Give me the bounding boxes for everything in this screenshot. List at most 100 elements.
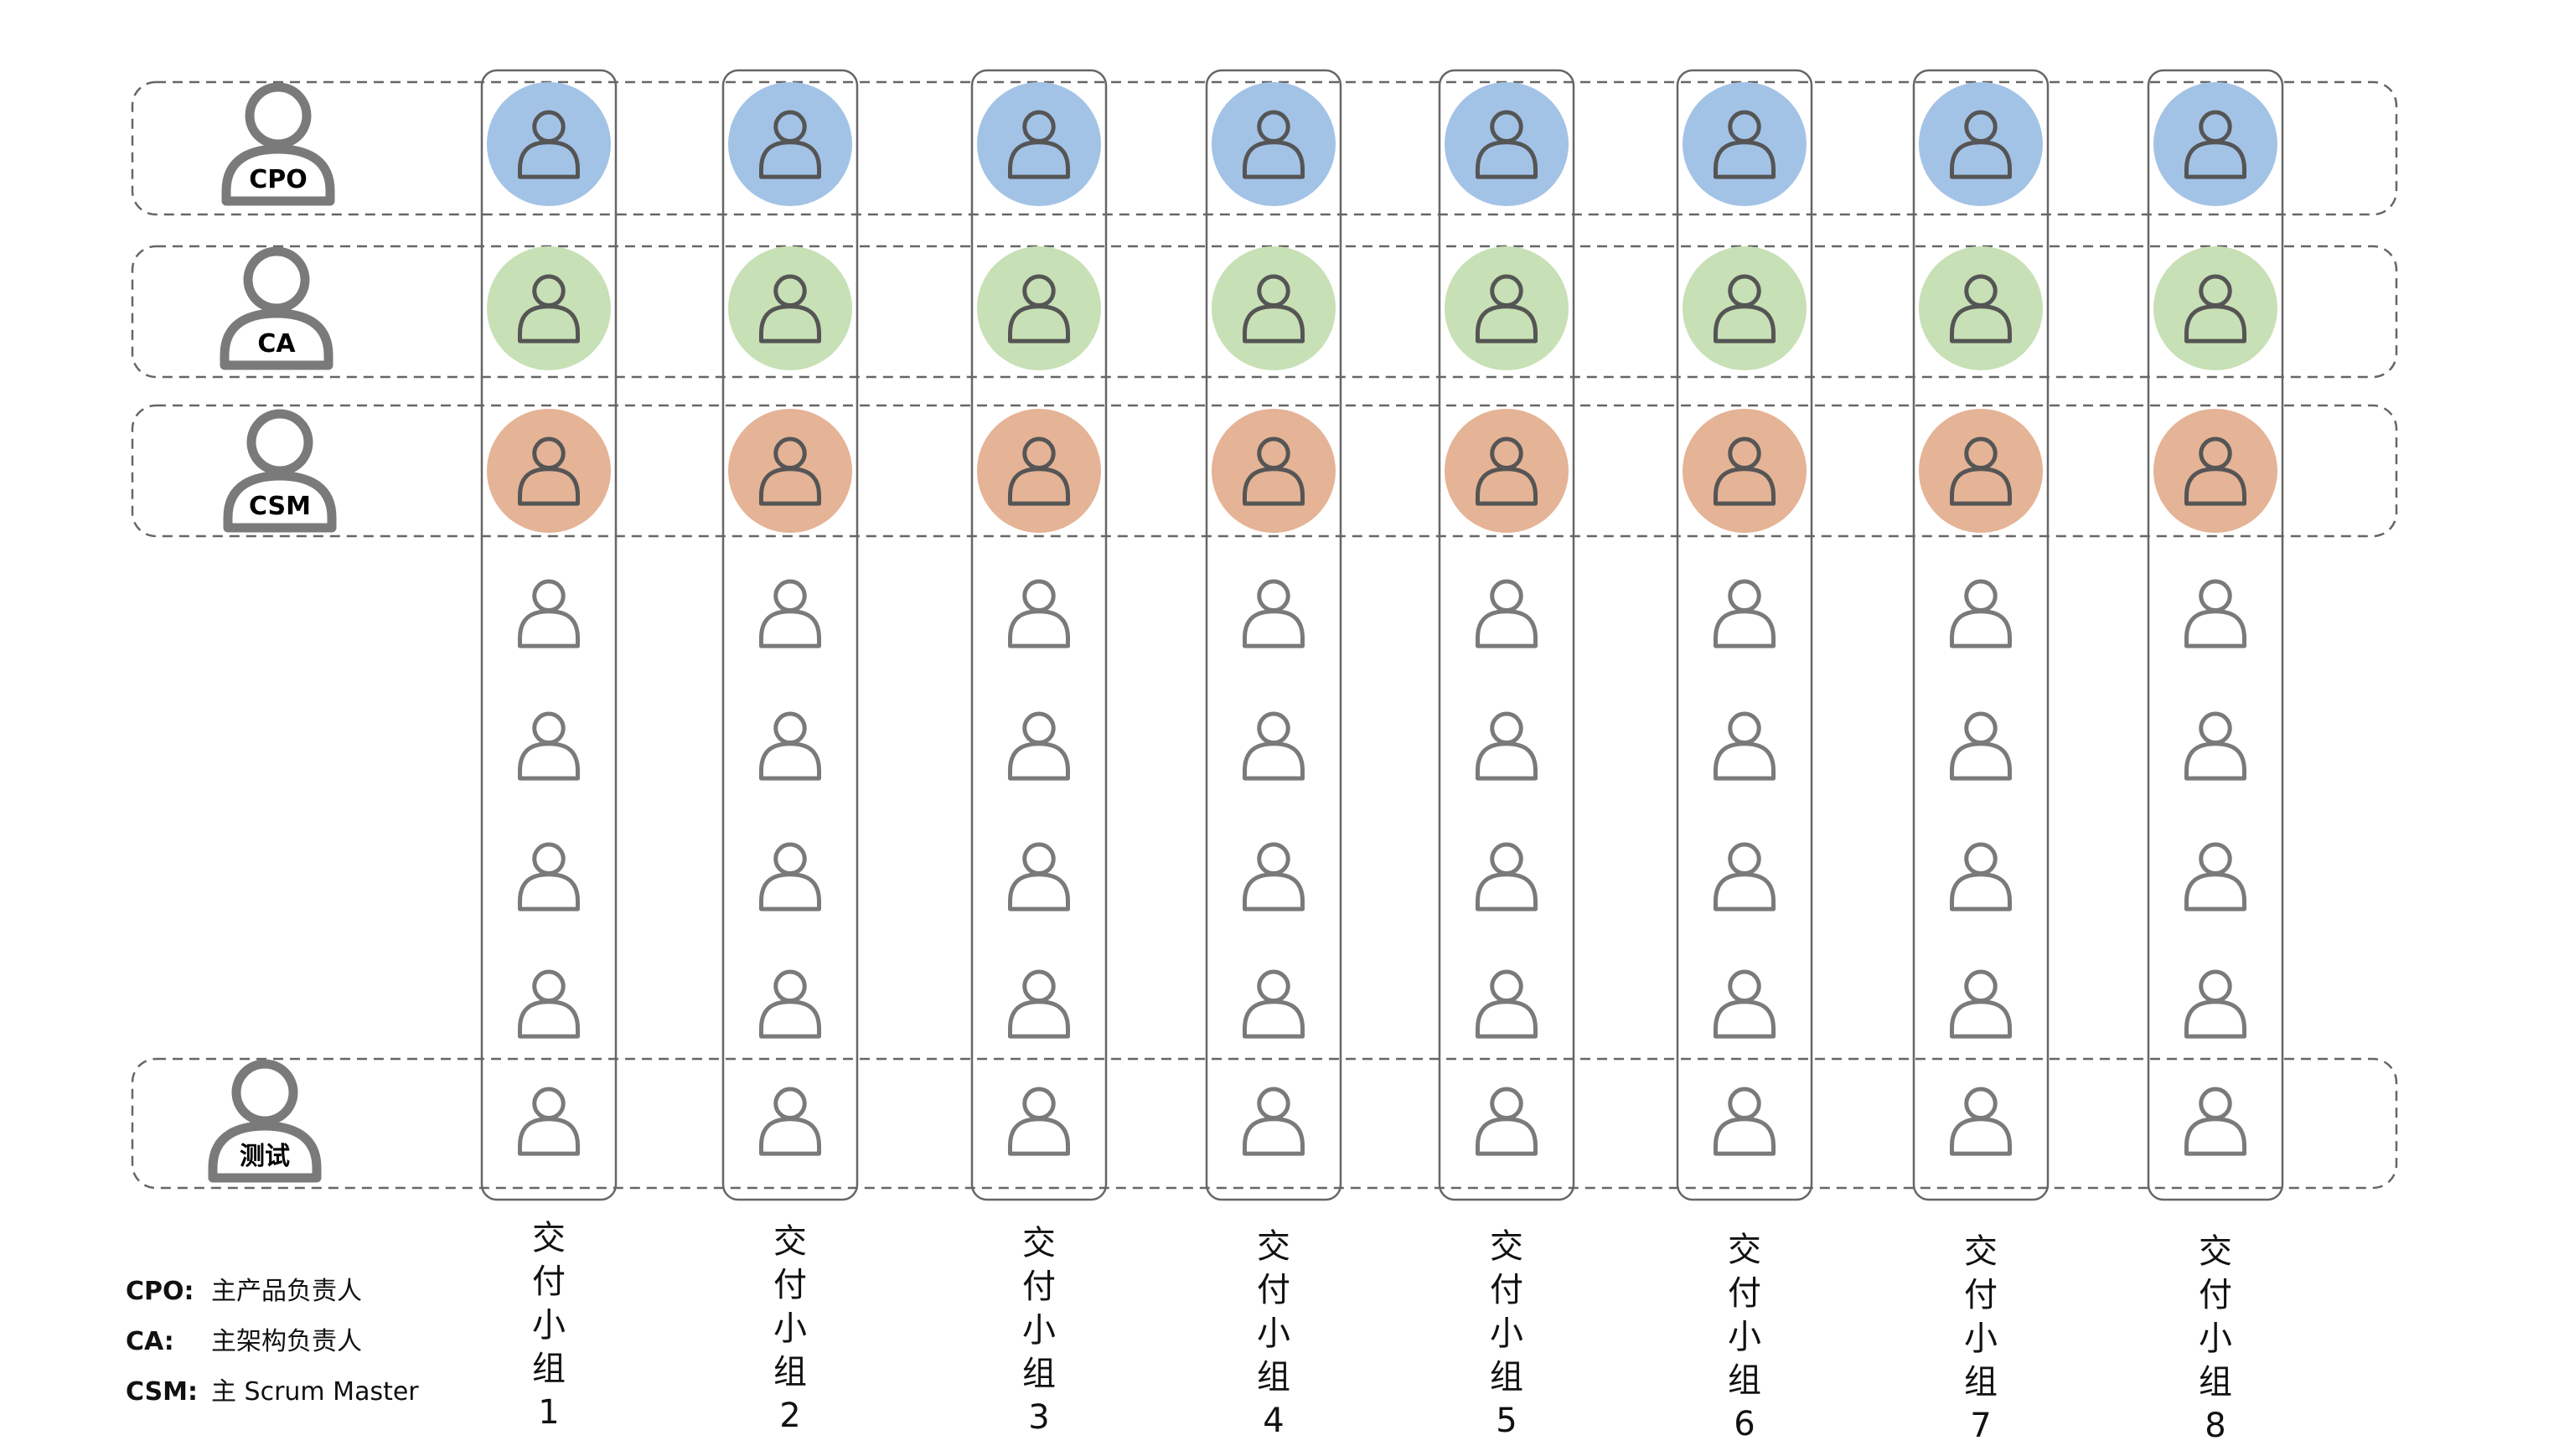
team-frame-7 [1912,69,2050,1201]
team-frame-5 [1438,69,1575,1201]
team-label-char: 交 [2199,1232,2232,1271]
team-number: 5 [1496,1402,1517,1440]
team-label-char: 交 [1728,1231,1761,1269]
team-4-test-person-icon [1243,1087,1305,1156]
team-label-char: 付 [1728,1274,1761,1313]
team-4-member-person-icon [1243,842,1305,911]
legend-text: 主 Scrum Master [211,1377,419,1407]
role-band-ca [131,245,2398,379]
team-label-char: 付 [773,1266,807,1304]
team-label-char: 小 [2199,1319,2232,1358]
team-5-member-person-icon [1476,711,1538,781]
team-label-char: 付 [532,1262,566,1301]
team-1-cpo-person-icon [487,82,611,206]
team-number: 3 [1028,1398,1050,1437]
team-5-member-person-icon [1476,969,1538,1039]
legend-key: CPO: [126,1277,194,1306]
team-label-char: 交 [532,1219,566,1257]
team-label-char: 交 [1964,1232,1998,1271]
role-label-csm: CSM [249,492,311,521]
team-label-char: 组 [1964,1363,1998,1402]
legend-item-cpo: CPO: 主产品负责人 [126,1270,362,1307]
team-5-ca-person-icon [1445,246,1569,370]
team-1-csm-person-icon [487,409,611,533]
team-label-char: 小 [1728,1318,1761,1356]
role-band-csm [131,404,2398,538]
team-7-member-person-icon [1950,969,2012,1039]
team-label-char: 组 [1257,1358,1290,1397]
team-label-char: 交 [1257,1227,1290,1266]
team-2-ca-person-icon [728,246,852,370]
team-label-char: 组 [773,1353,807,1391]
team-3-member-person-icon [1008,969,1070,1039]
team-7-member-person-icon [1950,579,2012,648]
team-8-test-person-icon [2184,1087,2246,1156]
team-7-test-person-icon [1950,1087,2012,1156]
team-label-char: 交 [773,1222,807,1261]
team-label-char: 付 [1964,1276,1998,1314]
team-label-char: 小 [1964,1319,1998,1358]
team-8-csm-person-icon [2153,409,2277,533]
team-8-member-person-icon [2184,969,2246,1039]
cpo-role-icon: CPO [221,82,335,206]
team-4-member-person-icon [1243,579,1305,648]
team-3-cpo-person-icon [977,82,1101,206]
team-4-member-person-icon [1243,711,1305,781]
team-6-ca-person-icon [1683,246,1807,370]
team-3-csm-person-icon [977,409,1101,533]
team-7-member-person-icon [1950,711,2012,781]
team-1-member-person-icon [518,711,580,781]
legend-item-ca: CA: 主架构负责人 [126,1320,362,1357]
team-2-test-person-icon [759,1087,821,1156]
team-label-char: 小 [773,1309,807,1348]
role-label-test: 测试 [240,1142,290,1171]
team-5-test-person-icon [1476,1087,1538,1156]
team-number: 4 [1263,1402,1285,1440]
team-8-member-person-icon [2184,842,2246,911]
team-7-member-person-icon [1950,842,2012,911]
team-number: 7 [1970,1407,1992,1445]
team-frame-6 [1676,69,1813,1201]
legend-key: CA: [126,1327,174,1356]
team-4-csm-person-icon [1212,409,1336,533]
team-2-member-person-icon [759,842,821,911]
team-label-char: 组 [1490,1358,1523,1397]
team-1-member-person-icon [518,969,580,1039]
team-3-test-person-icon [1008,1087,1070,1156]
team-label-char: 组 [532,1350,566,1388]
role-label-ca: CA [257,329,296,359]
team-label-char: 付 [1022,1268,1056,1306]
team-label-8: 交付小组 8 [2186,1230,2245,1448]
team-8-member-person-icon [2184,711,2246,781]
team-frame-3 [970,69,1108,1201]
team-number: 2 [779,1397,801,1435]
team-label-6: 交付小组 6 [1715,1228,1774,1446]
team-4-ca-person-icon [1212,246,1336,370]
team-1-member-person-icon [518,579,580,648]
team-7-csm-person-icon [1919,409,2043,533]
team-2-member-person-icon [759,711,821,781]
team-2-member-person-icon [759,579,821,648]
team-label-char: 交 [1490,1227,1523,1266]
team-2-cpo-person-icon [728,82,852,206]
team-label-char: 小 [532,1306,566,1345]
test-role-icon: 测试 [208,1059,322,1183]
legend-key: CSM: [126,1377,199,1407]
ca-role-icon: CA [220,246,333,370]
team-frame-8 [2147,69,2284,1201]
role-band-cpo [131,80,2398,216]
team-6-csm-person-icon [1683,409,1807,533]
team-1-test-person-icon [518,1087,580,1156]
team-6-member-person-icon [1714,969,1776,1039]
role-band-test [131,1057,2398,1190]
team-4-cpo-person-icon [1212,82,1336,206]
team-1-ca-person-icon [487,246,611,370]
team-2-csm-person-icon [728,409,852,533]
team-label-char: 组 [1728,1361,1761,1400]
team-5-cpo-person-icon [1445,82,1569,206]
team-frame-1 [480,69,618,1201]
team-7-ca-person-icon [1919,246,2043,370]
team-label-3: 交付小组 3 [1010,1221,1068,1439]
team-label-5: 交付小组 5 [1477,1225,1536,1443]
